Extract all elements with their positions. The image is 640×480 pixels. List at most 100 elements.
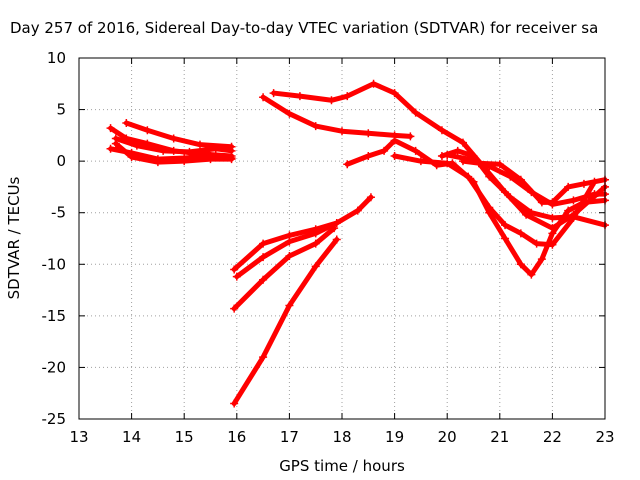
data-point xyxy=(227,142,236,151)
data-point xyxy=(285,109,294,118)
data-point xyxy=(169,134,178,143)
data-point xyxy=(259,93,268,102)
series-track-o xyxy=(230,224,339,313)
y-axis-ticks: 10 5 0 -5 -10 -15 -20 -25 xyxy=(42,49,605,428)
data-point xyxy=(230,304,239,313)
x-tick-label: 17 xyxy=(280,428,299,446)
y-tick-label: -20 xyxy=(42,358,67,376)
data-point xyxy=(474,159,483,168)
data-point xyxy=(343,160,352,169)
data-point xyxy=(501,234,510,243)
series-line xyxy=(260,94,413,139)
data-point xyxy=(206,155,215,164)
data-point xyxy=(364,151,373,160)
data-point xyxy=(564,206,573,215)
x-tick-label: 15 xyxy=(175,428,194,446)
data-point xyxy=(506,193,515,202)
series-track-e xyxy=(111,139,236,167)
series-line xyxy=(231,194,374,272)
x-tick-label: 18 xyxy=(332,428,351,446)
data-point xyxy=(122,118,131,127)
series-track-n xyxy=(232,219,341,281)
data-point xyxy=(366,193,375,202)
data-point xyxy=(159,146,168,155)
series-track-d xyxy=(122,118,236,151)
data-point xyxy=(232,272,241,281)
data-point xyxy=(411,146,420,155)
data-point xyxy=(569,212,578,221)
data-point xyxy=(390,151,399,160)
data-point xyxy=(332,219,341,228)
data-point xyxy=(285,301,294,310)
data-point xyxy=(453,146,462,155)
data-point xyxy=(327,96,336,105)
data-point xyxy=(411,108,420,117)
y-tick-label: 10 xyxy=(47,49,66,67)
data-point xyxy=(485,172,494,181)
data-point xyxy=(153,158,162,167)
data-point xyxy=(180,157,189,166)
x-axis-label: GPS time / hours xyxy=(279,457,405,475)
data-point xyxy=(590,190,599,199)
data-point xyxy=(532,239,541,248)
data-point xyxy=(311,262,320,271)
data-point xyxy=(537,198,546,207)
data-point xyxy=(390,136,399,145)
data-point xyxy=(458,157,467,166)
series-track-f xyxy=(259,93,415,141)
data-point xyxy=(143,126,152,135)
data-point xyxy=(569,196,578,205)
series-track-m xyxy=(230,193,375,274)
data-point xyxy=(353,206,362,215)
data-point xyxy=(516,175,525,184)
x-tick-label: 14 xyxy=(122,428,141,446)
series-track-j xyxy=(437,146,609,230)
data-point xyxy=(285,237,294,246)
data-point xyxy=(527,208,536,217)
data-point xyxy=(259,275,268,284)
data-point xyxy=(458,138,467,147)
data-point xyxy=(406,132,415,141)
data-point xyxy=(527,270,536,279)
x-tick-label: 16 xyxy=(227,428,246,446)
data-point xyxy=(495,160,504,169)
data-point xyxy=(330,224,339,233)
data-point xyxy=(338,127,346,136)
data-series xyxy=(106,79,609,408)
data-point xyxy=(185,147,194,156)
data-point xyxy=(516,229,525,238)
series-track-p xyxy=(230,235,341,408)
data-point xyxy=(295,92,304,101)
data-point xyxy=(311,229,320,238)
data-point xyxy=(548,213,557,222)
y-tick-label: -5 xyxy=(51,204,66,222)
data-point xyxy=(522,210,531,219)
data-point xyxy=(464,172,473,181)
data-point xyxy=(416,157,425,166)
data-point xyxy=(311,239,320,248)
data-point xyxy=(548,229,557,238)
data-point xyxy=(443,159,452,168)
data-point xyxy=(227,155,236,164)
x-tick-label: 21 xyxy=(490,428,509,446)
data-point xyxy=(132,141,141,150)
series-line xyxy=(234,220,340,280)
x-tick-label: 19 xyxy=(385,428,404,446)
x-tick-label: 20 xyxy=(438,428,457,446)
x-axis-ticks: 13 14 15 16 17 18 19 20 21 22 23 xyxy=(69,58,615,446)
data-point xyxy=(195,140,204,149)
data-point xyxy=(537,255,546,264)
y-tick-label: 0 xyxy=(56,152,66,170)
data-point xyxy=(485,203,494,212)
data-point xyxy=(127,153,136,162)
data-point xyxy=(579,179,588,188)
data-point xyxy=(437,151,446,160)
y-tick-label: 5 xyxy=(56,101,66,119)
y-tick-label: -10 xyxy=(42,255,67,273)
data-point xyxy=(564,182,573,191)
data-point xyxy=(364,129,373,138)
data-point xyxy=(259,353,268,362)
x-tick-label: 13 xyxy=(69,428,88,446)
data-point xyxy=(269,89,278,98)
